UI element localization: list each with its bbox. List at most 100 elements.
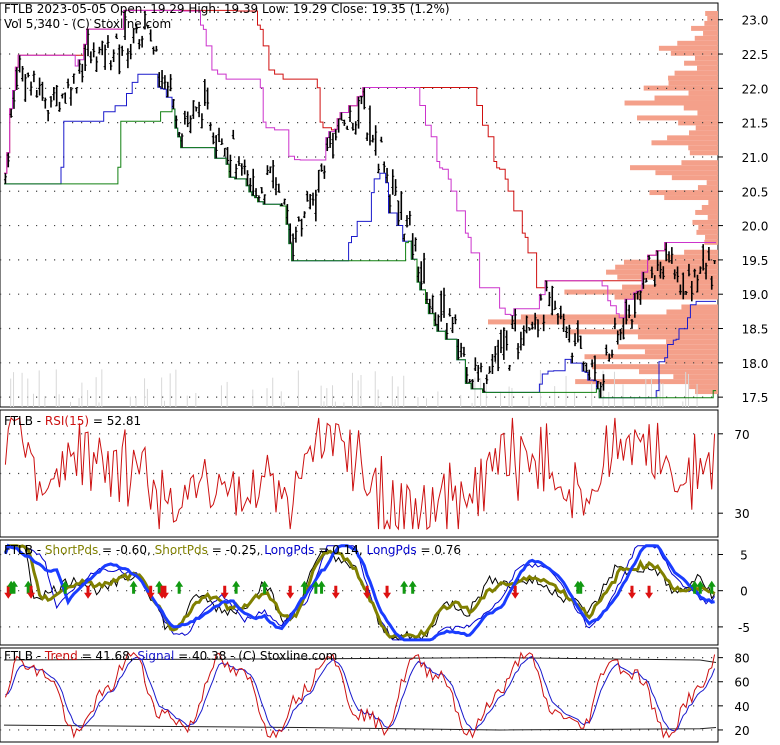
volume-profile-bar — [706, 180, 718, 186]
volume-profile-bar — [667, 135, 718, 141]
price-axis-ticks: 17.5 18.0 18.5 19.0 19.5 20.0 20.5 21.0 21.5 22.0… — [718, 14, 768, 405]
trend-upper-envelope — [3, 657, 717, 663]
volume-profile-bar — [623, 259, 718, 265]
volume-profile-bar — [568, 329, 718, 335]
volume-profile-bar — [689, 150, 718, 156]
volume-profile-bar — [705, 234, 718, 240]
price-tick-label: 20.5 — [742, 185, 769, 199]
arrow-up-icon — [175, 580, 184, 594]
volume-profile-bar — [615, 264, 718, 270]
volume-profile-bar — [644, 349, 718, 355]
volume-profile-bar — [707, 15, 718, 21]
volume-profile-bar — [637, 115, 718, 121]
pds-arrows — [4, 580, 716, 599]
rsi-label-value: = 52.81 — [89, 414, 141, 428]
rsi-series-line — [4, 416, 716, 531]
volume-profile-bar — [655, 279, 718, 285]
price-tick-label: 22.0 — [742, 82, 769, 96]
price-tick-label: 19.0 — [742, 288, 769, 302]
signal-line — [5, 655, 716, 732]
arrow-up-icon — [317, 580, 326, 594]
signal-label-value: = 40.38 — [174, 649, 226, 663]
arrow-down-icon — [645, 585, 654, 599]
signal-label-name: Signal — [137, 649, 174, 663]
trend-label-value: = 41.68, — [78, 649, 138, 663]
volume-bars — [10, 369, 698, 407]
trend-lower-envelope — [3, 724, 717, 731]
volume-profile-bar — [705, 10, 718, 16]
rsi-axis-ticks: 70 30 — [718, 428, 750, 521]
volume-profile-bar — [684, 249, 718, 255]
price-tick-label: 17.5 — [742, 391, 769, 405]
trend-axis-ticks: 80 60 40 20 — [718, 652, 750, 738]
trend-tick-label: 80 — [734, 652, 749, 666]
volume-profile-bar — [677, 40, 718, 46]
trend-lines — [3, 651, 717, 739]
volume-profile-bar — [697, 185, 718, 191]
volume-profile-bar — [689, 130, 718, 136]
volume-profile-bar — [704, 20, 718, 26]
volume-profile-bar — [665, 359, 718, 365]
volume-profile-bar — [664, 195, 718, 201]
arrow-down-icon — [4, 585, 13, 599]
arrow-up-icon — [400, 580, 409, 594]
volume-profile-bar — [698, 224, 718, 230]
volume-profile-bar — [649, 190, 718, 196]
trend-line — [4, 651, 716, 739]
volume-profile-bar — [695, 209, 718, 215]
volume-profile-bar — [643, 85, 718, 91]
rsi-label-name: RSI(15) — [45, 414, 89, 428]
volume-profile-bar — [674, 70, 718, 76]
arrow-down-icon — [27, 585, 36, 599]
pds-b-value: = -0.25, — [208, 543, 264, 557]
volume-profile-bar — [694, 55, 718, 61]
volume-profile-bar — [703, 30, 718, 36]
volume-profile-bar — [575, 379, 718, 385]
arrow-down-icon — [363, 585, 372, 599]
pds-b-name: ShortPds — [155, 543, 208, 557]
volume-profile-bar — [622, 284, 718, 290]
price-tick-label: 21.0 — [742, 151, 769, 165]
panel-frame — [0, 409, 719, 538]
volume-profile-bar — [637, 334, 718, 340]
arrow-up-icon — [707, 580, 716, 594]
volume-profile-bar — [666, 309, 718, 315]
volume-profile-bar — [591, 364, 718, 370]
volume-profile-bar — [691, 25, 718, 31]
volume-profile-bar — [696, 229, 718, 235]
trend-tick-label: 40 — [734, 700, 749, 714]
arrow-up-icon — [9, 580, 18, 594]
volume-profile-bar — [695, 389, 718, 395]
pds-tick-label: 5 — [740, 548, 748, 562]
price-tick-label: 23.0 — [742, 14, 769, 28]
trend-tick-label: 60 — [734, 676, 749, 690]
pds-c-value: = 0.14, — [314, 543, 366, 557]
trend-label-prefix: FTLB - — [4, 649, 45, 663]
rsi-label-prefix: FTLB - — [4, 414, 45, 428]
volume-profile-bar — [707, 214, 718, 220]
pds-tick-label: -5 — [738, 621, 750, 635]
volume-profile-bar — [683, 105, 718, 111]
support-line-short — [4, 73, 716, 399]
arrow-up-icon — [61, 580, 70, 594]
short-pds-line — [4, 544, 716, 641]
volume-profile-bar — [671, 175, 718, 181]
price-tick-label: 19.5 — [742, 254, 769, 268]
pds-d-name: LongPds — [366, 543, 416, 557]
arrow-up-icon — [690, 580, 699, 594]
volume-profile-bar — [697, 110, 718, 116]
rsi-label: FTLB - RSI(15) = 52.81 — [4, 414, 141, 428]
volume-profile-bar — [678, 120, 718, 126]
volume-profile-bar — [639, 369, 718, 375]
pds-d-value: = 0.76 — [417, 543, 461, 557]
header-volume: Vol 5,340 - (C) Stoxline.com — [4, 17, 171, 31]
arrow-up-icon — [300, 580, 309, 594]
volume-profile-bar — [624, 100, 718, 106]
volume-profile-bar — [668, 75, 718, 81]
pds-a-value: = -0.60, — [98, 543, 154, 557]
volume-profile-bar — [666, 254, 718, 260]
volume-profile-bar — [681, 160, 718, 166]
ohlc-bars — [3, 10, 717, 398]
volume-profile-bar — [695, 125, 718, 131]
